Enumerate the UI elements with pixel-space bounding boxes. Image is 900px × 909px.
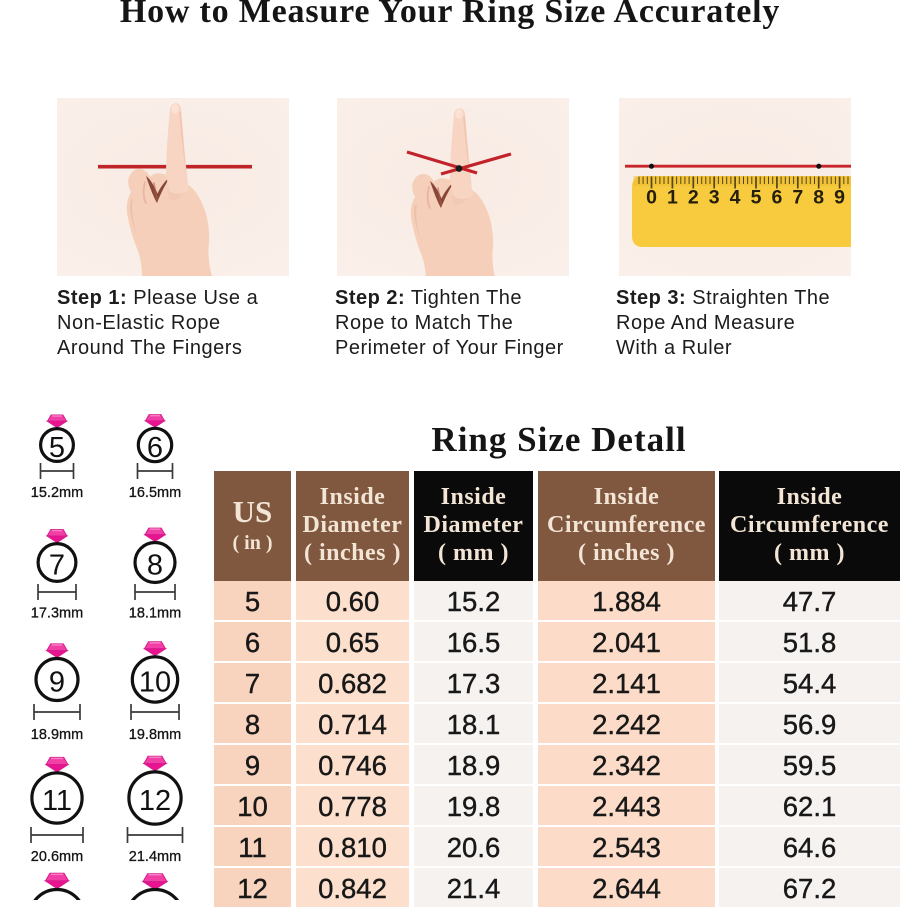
svg-text:16.5mm: 16.5mm [129, 485, 181, 501]
svg-text:9: 9 [49, 666, 65, 698]
svg-text:8: 8 [147, 549, 163, 581]
svg-text:18.9mm: 18.9mm [31, 727, 83, 743]
svg-text:1: 1 [667, 187, 678, 209]
svg-text:9: 9 [834, 187, 845, 209]
svg-text:0: 0 [646, 187, 657, 209]
svg-text:15.2mm: 15.2mm [31, 485, 83, 501]
svg-text:10: 10 [139, 666, 171, 698]
svg-text:20.6mm: 20.6mm [31, 849, 83, 865]
svg-text:6: 6 [771, 187, 782, 209]
svg-text:7: 7 [49, 549, 65, 581]
svg-text:11: 11 [42, 785, 72, 817]
svg-text:4: 4 [730, 187, 741, 209]
svg-text:2: 2 [688, 187, 699, 209]
svg-text:6: 6 [147, 432, 163, 464]
svg-text:19.8mm: 19.8mm [129, 727, 181, 743]
svg-text:8: 8 [813, 187, 824, 209]
svg-text:12: 12 [139, 785, 171, 817]
svg-text:5: 5 [49, 432, 65, 464]
svg-text:18.1mm: 18.1mm [129, 606, 181, 622]
svg-text:21.4mm: 21.4mm [129, 849, 181, 865]
svg-text:17.3mm: 17.3mm [31, 606, 83, 622]
svg-text:5: 5 [751, 187, 762, 209]
svg-text:3: 3 [709, 187, 720, 209]
svg-text:7: 7 [792, 187, 803, 209]
